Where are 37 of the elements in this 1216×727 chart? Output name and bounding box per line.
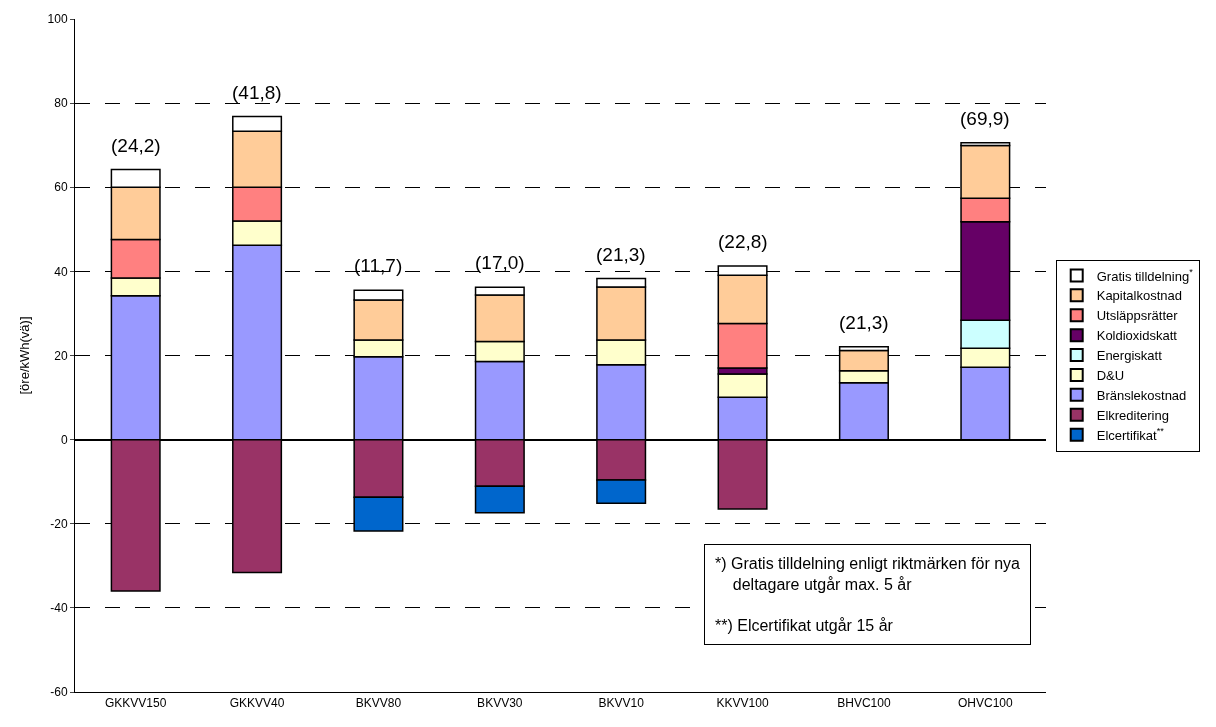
x-tick-label: OHVC100 [957, 696, 1013, 711]
x-tick-label: KKVV100 [716, 696, 769, 711]
x-tick-label: BHVC100 [837, 696, 891, 711]
y-tick-label: 20 [54, 348, 68, 363]
x-tick-label: BKVV80 [355, 696, 402, 711]
annotation: (17,0) [475, 252, 525, 273]
annotation: (69,9) [960, 108, 1010, 129]
annotation: (24,2) [111, 135, 161, 156]
legend-label: Elcertifikat$^{**}$ [1096, 426, 1165, 443]
y-tick-label: -40 [50, 601, 68, 616]
y-tick-label: 60 [54, 180, 68, 195]
legend-label: Koldioxidskatt [1096, 328, 1178, 344]
y-axis-title: [öre/kWh(vä)] [16, 316, 32, 395]
y-tick-label: 80 [54, 96, 68, 111]
x-tick-label: GKKVV40 [229, 696, 285, 711]
annotation: *) Gratis tilldelning enligt riktmärken för nya deltagare utgår max. 5 år [715, 555, 1021, 593]
legend-label: Bränslekostnad [1096, 387, 1187, 403]
legend-label: Gratis tilldelning$^{*}$ [1096, 267, 1194, 284]
annotation: (21,3) [596, 244, 646, 265]
annotation: (41,8) [232, 82, 282, 103]
legend-label: Energiskatt [1096, 348, 1163, 364]
annotation: (21,3) [839, 312, 889, 333]
y-tick-label: 100 [47, 12, 68, 27]
annotation: **) Elcertifikat utgår 15 år [715, 617, 894, 635]
legend-label: Elkreditering [1096, 407, 1169, 423]
y-tick-label: -60 [50, 685, 68, 700]
x-tick-label: BKVV30 [477, 696, 523, 711]
y-tick-label: -20 [50, 516, 68, 531]
legend-label: Kapitalkostnad [1096, 288, 1182, 304]
annotation: (22,8) [718, 231, 768, 252]
annotation: (11,7) [354, 255, 403, 276]
x-tick-label: BKVV10 [598, 696, 645, 711]
y-tick-label: 0 [60, 432, 68, 447]
x-tick-label: GKKVV150 [105, 696, 167, 711]
legend-label: D&U [1096, 368, 1125, 384]
y-tick-label: 40 [54, 264, 68, 279]
legend-label: Utsläppsrätter [1096, 308, 1179, 324]
